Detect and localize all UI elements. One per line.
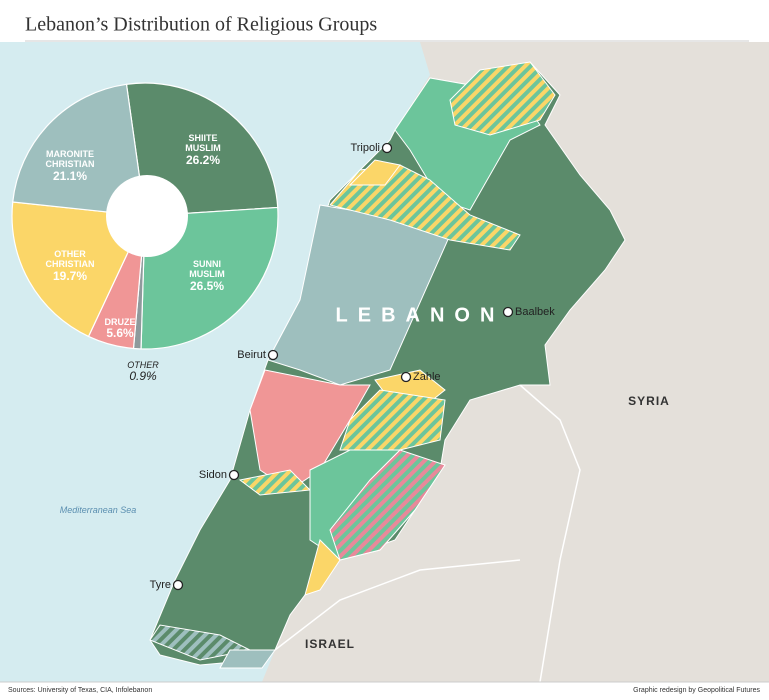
slice-category: SUNNI MUSLIM [189, 258, 225, 280]
border [519, 384, 581, 683]
sea-label: Mediterranean Sea [59, 505, 137, 515]
map-label: LEBANON [336, 304, 505, 326]
slice-label: MARONITE CHRISTIAN 21.1% [39, 149, 101, 183]
slice-category: DRUZE [104, 316, 136, 327]
city-label: Tyre [150, 579, 171, 591]
slice-value: 0.9% [129, 369, 157, 384]
map-label: SYRIA [628, 394, 670, 408]
slice-category: MARONITE CHRISTIAN [45, 148, 95, 170]
border [274, 559, 521, 651]
title: Lebanon’s Distribution of Religious Grou… [25, 14, 377, 36]
slice-label: OTHER 0.9% [127, 360, 159, 384]
slice-label: DRUZE 5.6% [89, 317, 151, 341]
city-marker [228, 469, 240, 481]
sea-label-box: Mediterranean Sea [59, 505, 137, 515]
slice-label: SUNNI MUSLIM 26.5% [176, 259, 238, 293]
city-label: Beirut [237, 349, 266, 361]
map-label: ISRAEL [305, 637, 355, 651]
city-marker [267, 349, 279, 361]
pie-slice [12, 83, 146, 217]
pie-hole [106, 175, 188, 257]
slice-label: OTHER CHRISTIAN 19.7% [39, 249, 101, 283]
slice-value: 26.2% [185, 152, 221, 167]
slice-category: OTHER CHRISTIAN [45, 248, 95, 270]
source: Sources: University of Texas, CIA, Infol… [8, 687, 152, 694]
slice-value: 21.1% [52, 168, 88, 183]
city-marker [172, 579, 184, 591]
slice-value: 5.6% [106, 326, 134, 341]
credit: Graphic redesign by Geopolitical Futures [633, 687, 760, 694]
slice-value: 19.7% [52, 268, 88, 283]
regions [149, 61, 626, 669]
slice-value: 26.5% [189, 278, 225, 293]
slice-category: OTHER [127, 359, 159, 370]
city-marker [502, 306, 514, 318]
slice-label: SHIITE MUSLIM 26.2% [172, 133, 234, 167]
city-label: Tripoli [350, 142, 380, 154]
city-label: Sidon [199, 469, 227, 481]
city-marker [400, 371, 412, 383]
city-marker [381, 142, 393, 154]
slice-category: SHIITE MUSLIM [185, 132, 221, 154]
city-label: Baalbek [515, 306, 555, 318]
city-label: Zahle [413, 371, 441, 383]
